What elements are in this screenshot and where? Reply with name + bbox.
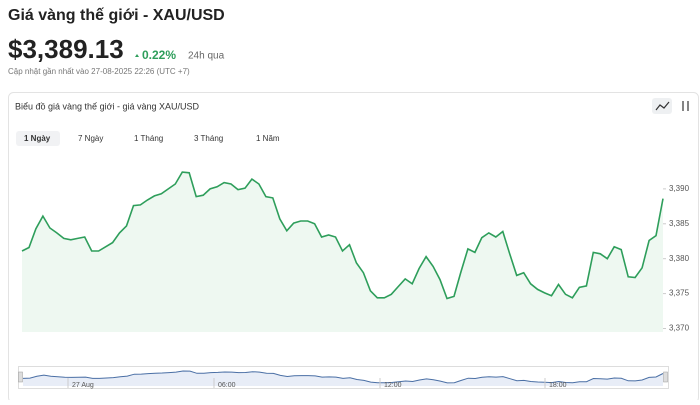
nav-handle-left[interactable] <box>18 371 23 383</box>
nav-handle-right[interactable] <box>663 371 668 383</box>
navigator-label: 12:00 <box>384 382 402 389</box>
navigator-line <box>22 370 664 384</box>
page-title: Giá vàng thế giới - XAU/USD <box>8 7 225 24</box>
y-tick-label: 3,390 <box>669 184 690 193</box>
period: 24h qua <box>188 51 225 62</box>
y-tick-label: 3,385 <box>669 219 690 228</box>
y-tick-label: 3,370 <box>669 324 690 333</box>
price-line <box>21 171 664 300</box>
navigator-label: 18:00 <box>549 382 567 389</box>
time-tab[interactable]: 1 Năm <box>256 134 280 143</box>
time-tab[interactable]: 7 Ngày <box>78 134 103 143</box>
candle-icon[interactable] <box>682 101 689 111</box>
time-tab[interactable]: 3 Tháng <box>194 134 223 143</box>
up-arrow <box>135 54 139 57</box>
line-icon <box>655 101 670 111</box>
y-tick-label: 3,380 <box>669 254 690 263</box>
time-tab[interactable]: 1 Ngày <box>24 134 51 143</box>
price: $3,389.13 <box>8 34 124 64</box>
navigator-label: 06:00 <box>218 382 236 389</box>
tab-active-bg <box>16 131 60 146</box>
time-tab[interactable]: 1 Tháng <box>134 134 163 143</box>
y-tick-label: 3,375 <box>669 289 690 298</box>
navigator-label: 27 Aug <box>72 382 94 389</box>
updated: Cập nhật gần nhất vào 27-08-2025 22:26 (… <box>8 67 190 76</box>
change: 0.22% <box>142 48 176 62</box>
chart-title: Biểu đồ giá vàng thế giới - giá vàng XAU… <box>15 101 200 111</box>
